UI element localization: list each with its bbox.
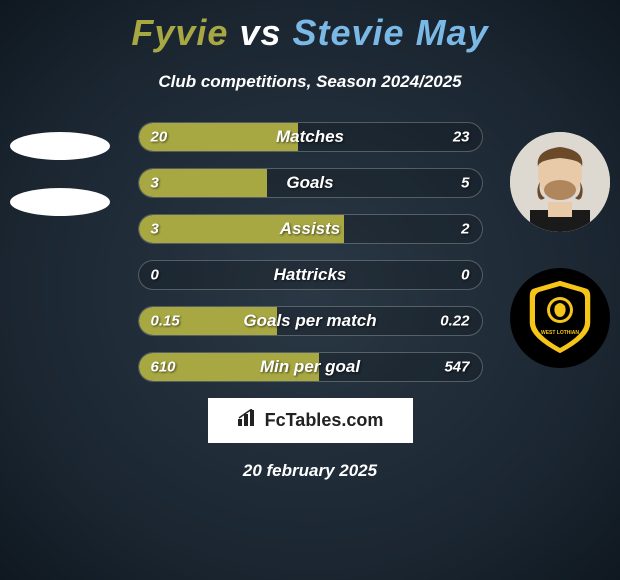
- stat-value-right: 5: [461, 175, 469, 192]
- stat-value-right: 23: [453, 129, 470, 146]
- stat-value-right: 2: [461, 221, 469, 238]
- stat-row: 0 Hattricks 0: [138, 260, 483, 290]
- comparison-title: Fyvie vs Stevie May: [0, 0, 620, 54]
- stat-label: Min per goal: [260, 357, 360, 377]
- stat-label: Matches: [276, 127, 344, 147]
- player2-photo: [510, 132, 610, 232]
- stat-value-left: 0: [151, 267, 159, 284]
- stat-row: 610 Min per goal 547: [138, 352, 483, 382]
- stat-value-left: 20: [151, 129, 168, 146]
- stat-row: 3 Assists 2: [138, 214, 483, 244]
- svg-text:WEST LOTHIAN: WEST LOTHIAN: [541, 330, 579, 336]
- content-area: WEST LOTHIAN 20Matches233Goals53Assists2…: [0, 122, 620, 481]
- player1-photo-placeholder: [10, 132, 110, 160]
- stat-row: 3 Goals 5: [138, 168, 483, 198]
- stat-value-left: 0.15: [151, 313, 180, 330]
- left-avatars: [10, 132, 110, 244]
- player2-club-badge: WEST LOTHIAN: [510, 268, 610, 368]
- brand-icon: [237, 409, 259, 432]
- stat-value-right: 547: [444, 359, 469, 376]
- brand-badge: FcTables.com: [208, 398, 413, 443]
- right-avatars: WEST LOTHIAN: [510, 132, 610, 404]
- stat-value-left: 3: [151, 221, 159, 238]
- player1-club-placeholder: [10, 188, 110, 216]
- stats-bars: 20Matches233Goals53Assists20Hattricks00.…: [138, 122, 483, 382]
- stat-value-left: 3: [151, 175, 159, 192]
- footer-date: 20 february 2025: [0, 461, 620, 481]
- player1-name: Fyvie: [131, 12, 228, 53]
- player2-name: Stevie May: [293, 12, 489, 53]
- stat-value-right: 0.22: [440, 313, 469, 330]
- stat-row: 20 Matches 23: [138, 122, 483, 152]
- stat-value-left: 610: [151, 359, 176, 376]
- stat-label: Goals: [286, 173, 333, 193]
- brand-text: FcTables.com: [265, 410, 384, 431]
- stat-label: Hattricks: [274, 265, 347, 285]
- subtitle: Club competitions, Season 2024/2025: [0, 72, 620, 92]
- stat-label: Assists: [280, 219, 340, 239]
- stat-row: 0.15 Goals per match 0.22: [138, 306, 483, 336]
- stat-label: Goals per match: [243, 311, 376, 331]
- vs-text: vs: [239, 12, 281, 53]
- stat-value-right: 0: [461, 267, 469, 284]
